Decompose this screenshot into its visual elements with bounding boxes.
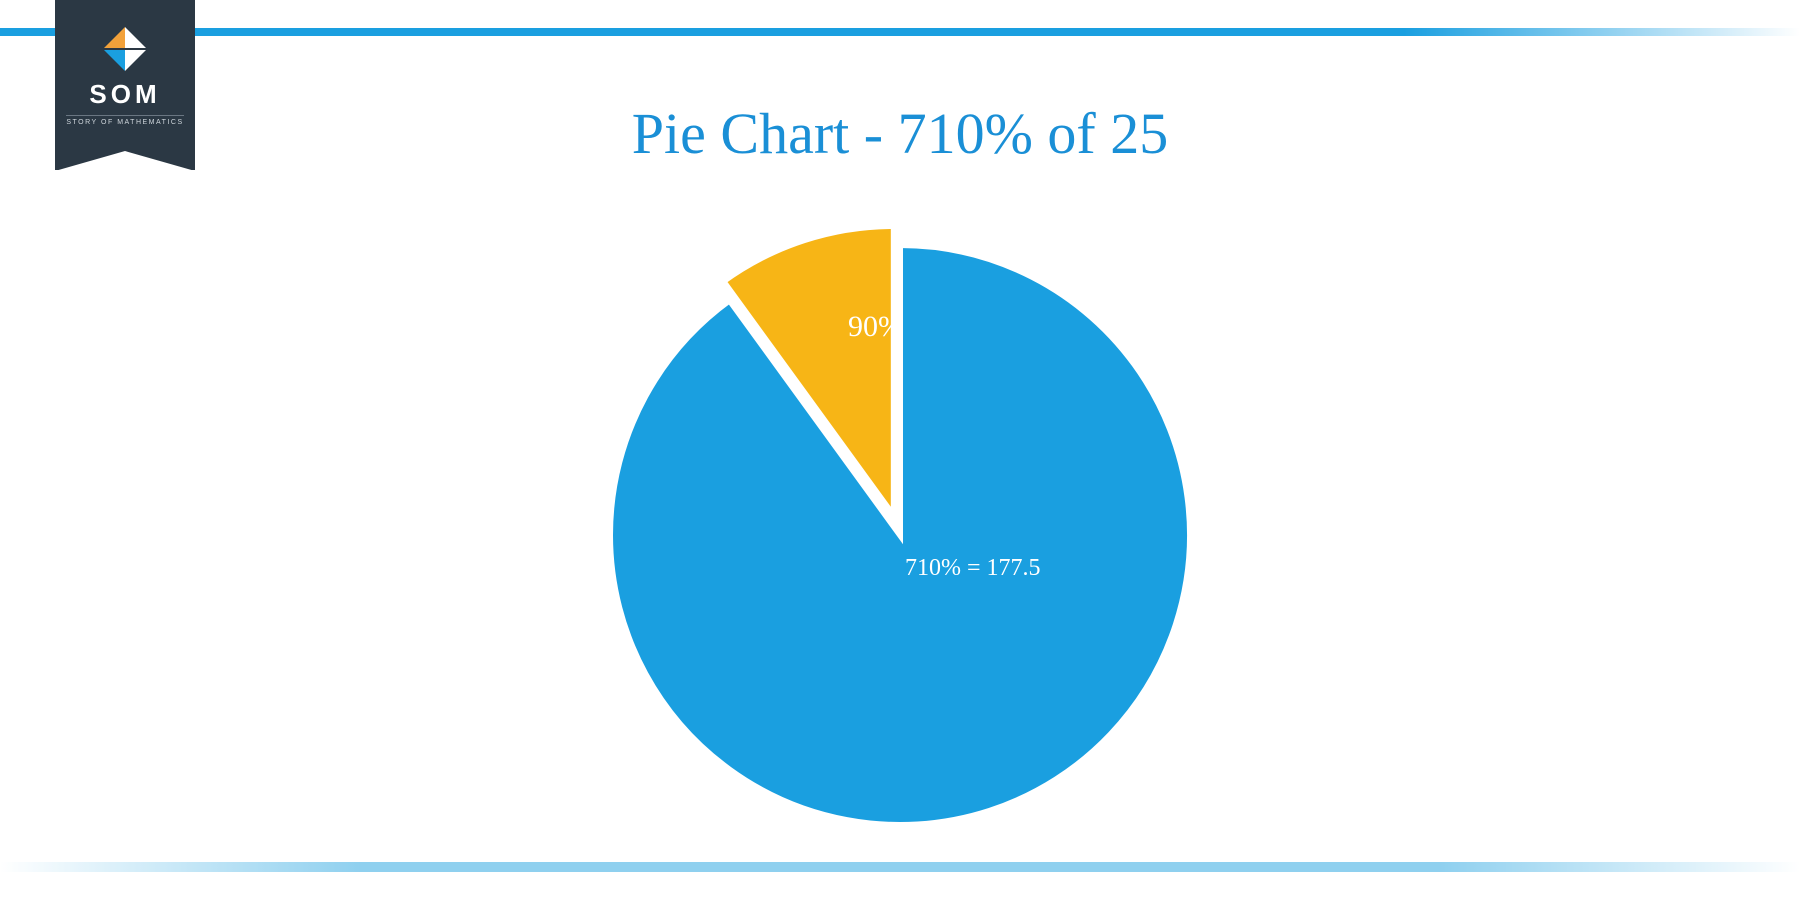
pie-chart: 90% 710% = 177.5 (600, 225, 1200, 825)
brand-badge-body: SOM STORY OF MATHEMATICS (55, 0, 195, 150)
brand-badge: SOM STORY OF MATHEMATICS (55, 0, 195, 170)
slice-label-small: 90% (848, 310, 903, 344)
brand-name: SOM (89, 81, 160, 107)
brand-tagline: STORY OF MATHEMATICS (66, 115, 183, 126)
brand-logo-icon (101, 25, 149, 73)
bottom-accent-bar (0, 862, 1800, 872)
top-accent-bar (0, 28, 1800, 36)
slice-label-big: 710% = 177.5 (905, 555, 1041, 582)
chart-title: Pie Chart - 710% of 25 (0, 100, 1800, 167)
brand-badge-tail (55, 150, 195, 170)
